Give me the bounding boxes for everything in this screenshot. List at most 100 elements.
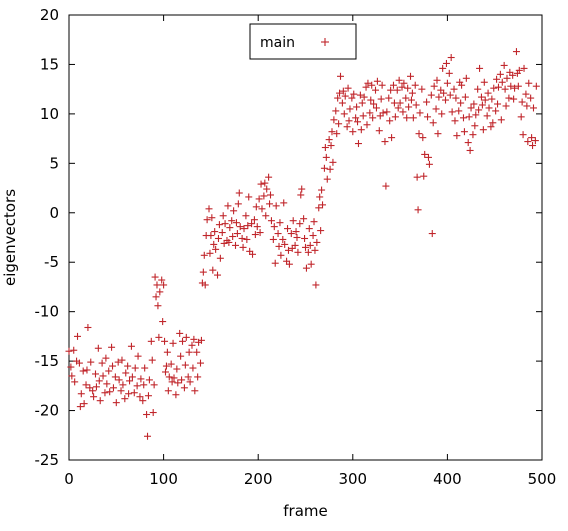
data-point-0-355 (492, 107, 500, 115)
data-point-0-313 (442, 96, 450, 104)
data-point-0-233 (346, 105, 354, 113)
data-point-0-219 (330, 116, 338, 124)
data-point-0-280 (403, 114, 411, 122)
data-point-0-45 (126, 377, 134, 385)
data-point-0-57 (143, 411, 151, 419)
data-point-0-145 (243, 235, 251, 243)
data-point-0-189 (296, 220, 304, 228)
data-point-0-27 (102, 354, 110, 362)
data-point-0-111 (203, 216, 211, 224)
data-point-0-238 (353, 103, 361, 111)
data-point-0-386 (529, 142, 537, 150)
ticks-layer: 0 100 200 300 400 500 -25 -20 -15 -10 -5 0 5 10 15 20 (35, 6, 557, 488)
data-point-0-318 (447, 54, 455, 62)
data-point-0-9 (77, 390, 85, 398)
data-point-0-168 (270, 223, 278, 231)
data-point-0-264 (383, 108, 391, 116)
data-point-0-323 (453, 132, 461, 140)
data-point-0-288 (412, 101, 420, 109)
data-point-0-164 (266, 200, 274, 208)
data-point-0-65 (151, 273, 159, 281)
data-point-0-101 (193, 348, 201, 356)
data-point-0-146 (244, 222, 252, 230)
data-point-0-388 (531, 137, 539, 145)
data-point-0-339 (472, 111, 480, 119)
data-point-0-46 (127, 342, 135, 350)
legend-label-main: main (260, 35, 295, 51)
data-point-0-96 (186, 378, 194, 386)
data-point-0-379 (520, 64, 528, 72)
data-point-0-382 (524, 138, 532, 146)
data-point-0-277 (399, 108, 407, 116)
data-point-0-306 (433, 76, 441, 84)
data-point-0-132 (228, 217, 236, 225)
data-point-0-202 (311, 246, 319, 254)
y-tick-label--10: -10 (35, 303, 60, 321)
data-point-0-207 (317, 227, 325, 235)
data-point-0-234 (348, 94, 356, 102)
data-point-0-43 (124, 362, 132, 370)
data-point-0-75 (161, 368, 169, 376)
data-point-0-326 (457, 99, 465, 107)
data-point-0-208 (318, 186, 326, 194)
x-tick-label-500: 500 (528, 470, 557, 488)
data-point-0-180 (284, 246, 292, 254)
data-point-0-279 (402, 94, 410, 102)
data-point-0-38 (117, 387, 125, 395)
data-point-0-201 (310, 218, 318, 226)
data-point-0-0 (65, 347, 73, 355)
data-point-0-259 (377, 95, 385, 103)
data-point-0-380 (522, 90, 530, 98)
data-point-0-92 (181, 361, 189, 369)
data-point-0-211 (321, 144, 329, 152)
data-point-0-254 (372, 86, 380, 94)
data-point-0-138 (234, 200, 242, 208)
data-point-0-322 (452, 94, 460, 102)
data-point-0-290 (414, 206, 422, 214)
data-point-0-121 (214, 234, 222, 242)
data-point-0-272 (393, 86, 401, 94)
data-point-0-142 (239, 243, 247, 251)
data-point-0-20 (92, 383, 100, 391)
data-point-0-345 (479, 126, 487, 134)
x-axis-title: frame (283, 502, 327, 520)
data-point-0-255 (372, 104, 380, 112)
legend-marker-main (321, 38, 329, 46)
data-point-0-215 (326, 165, 334, 173)
data-point-0-195 (302, 264, 310, 272)
data-point-0-131 (226, 224, 234, 232)
data-point-0-19 (91, 370, 99, 378)
data-point-0-29 (105, 367, 113, 375)
data-point-0-139 (235, 189, 243, 197)
data-point-0-31 (108, 343, 116, 351)
x-tick-label-200: 200 (244, 470, 273, 488)
data-point-0-36 (114, 358, 122, 366)
data-point-0-34 (111, 373, 119, 381)
data-point-0-170 (272, 202, 280, 210)
data-point-0-287 (411, 81, 419, 89)
data-point-0-307 (434, 130, 442, 138)
data-point-0-47 (128, 373, 136, 381)
data-point-0-152 (251, 231, 259, 239)
data-point-0-197 (305, 225, 313, 233)
data-point-0-73 (160, 281, 168, 289)
data-point-0-324 (455, 107, 463, 115)
data-point-0-1 (67, 363, 75, 371)
data-point-0-63 (149, 409, 157, 417)
data-point-0-301 (427, 91, 435, 99)
data-point-0-81 (168, 378, 176, 386)
data-point-0-289 (413, 173, 421, 181)
data-point-0-199 (307, 260, 315, 268)
data-point-0-6 (74, 332, 82, 340)
data-point-0-154 (253, 223, 261, 231)
data-point-0-317 (446, 91, 454, 99)
data-point-0-360 (497, 116, 505, 124)
data-point-0-59 (144, 392, 152, 400)
data-point-0-68 (154, 302, 162, 310)
data-point-0-206 (316, 193, 324, 201)
data-point-0-70 (156, 288, 164, 296)
data-point-0-158 (258, 205, 266, 213)
data-point-0-130 (225, 238, 233, 246)
data-point-0-246 (362, 83, 370, 91)
